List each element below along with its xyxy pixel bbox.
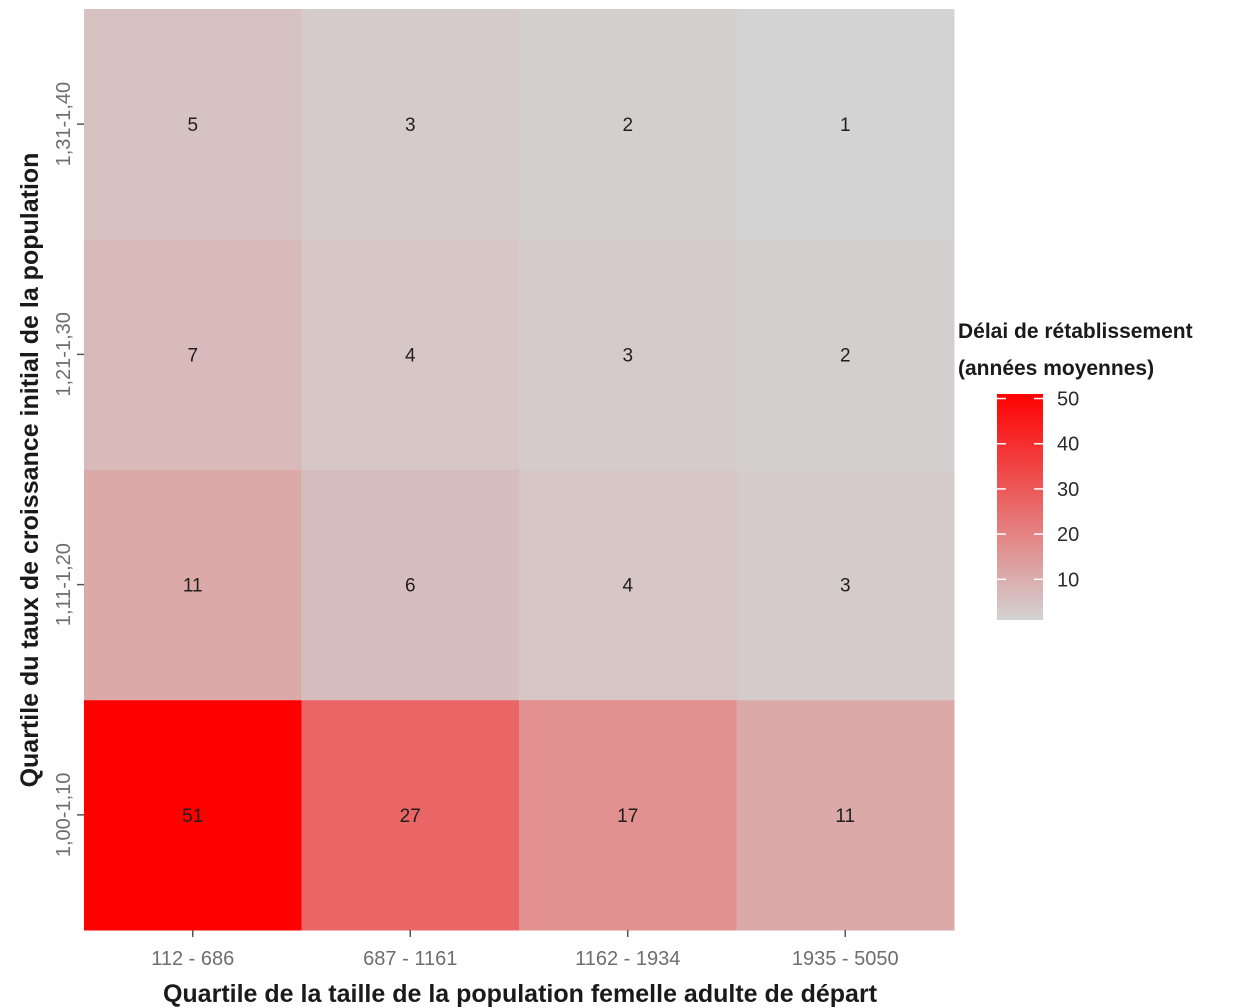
x-tick-label-1: 687 - 1161 xyxy=(363,948,457,970)
legend-tick-label-1: 20 xyxy=(1057,524,1079,546)
cell-value-label-r2-c0: 7 xyxy=(187,345,198,366)
legend-tick-label-4: 50 xyxy=(1057,389,1079,411)
legend-color-bar xyxy=(997,394,1043,620)
legend-tick-label-0: 10 xyxy=(1057,569,1079,591)
cell-value-label-r1-c0: 11 xyxy=(183,576,203,597)
cell-value-label-r1-c2: 4 xyxy=(622,576,633,597)
y-tick-label-1: 1,11-1,20 xyxy=(53,543,75,626)
cell-value-label-r2-c3: 2 xyxy=(840,345,851,366)
x-tick-label-2: 1162 - 1934 xyxy=(575,948,680,970)
x-tick-label-3: 1935 - 5050 xyxy=(792,948,899,970)
cell-value-label-r0-c0: 51 xyxy=(182,806,203,827)
y-tick-label-3: 1,31-1,40 xyxy=(53,82,75,167)
heatmap-cells xyxy=(84,9,955,931)
cell-value-label-r2-c1: 4 xyxy=(405,345,416,366)
cell-value-label-r1-c1: 6 xyxy=(405,576,416,597)
cell-value-label-r3-c0: 5 xyxy=(187,115,198,136)
legend-title-line-2: (années moyennes) xyxy=(958,357,1154,380)
color-legend: Délai de rétablissement (années moyennes… xyxy=(958,320,1193,620)
cell-value-label-r0-c3: 11 xyxy=(835,806,855,827)
x-axis-title: Quartile de la taille de la population f… xyxy=(163,980,878,1008)
y-tick-label-0: 1,00-1,10 xyxy=(53,773,75,858)
y-tick-label-2: 1,21-1,30 xyxy=(53,312,75,397)
x-tick-label-0: 112 - 686 xyxy=(151,948,234,970)
cell-value-label-r2-c2: 3 xyxy=(622,345,633,366)
cell-value-label-r3-c3: 1 xyxy=(840,115,851,136)
cell-value-label-r1-c3: 3 xyxy=(840,576,851,597)
cell-value-label-r0-c2: 17 xyxy=(617,806,638,827)
y-axis: 1,00-1,10 1,11-1,20 1,21-1,30 1,31-1,40 xyxy=(53,82,84,857)
cell-value-label-r3-c2: 2 xyxy=(622,115,633,136)
x-axis: 112 - 686 687 - 1161 1162 - 1934 1935 - 505… xyxy=(151,930,898,970)
cell-value-label-r3-c1: 3 xyxy=(405,115,416,136)
legend-tick-label-3: 40 xyxy=(1057,434,1079,456)
cell-value-label-r0-c1: 27 xyxy=(400,806,421,827)
legend-tick-label-2: 30 xyxy=(1057,479,1079,501)
legend-title-line-1: Délai de rétablissement xyxy=(958,320,1193,343)
y-axis-title: Quartile du taux de croissance initial d… xyxy=(16,153,44,788)
